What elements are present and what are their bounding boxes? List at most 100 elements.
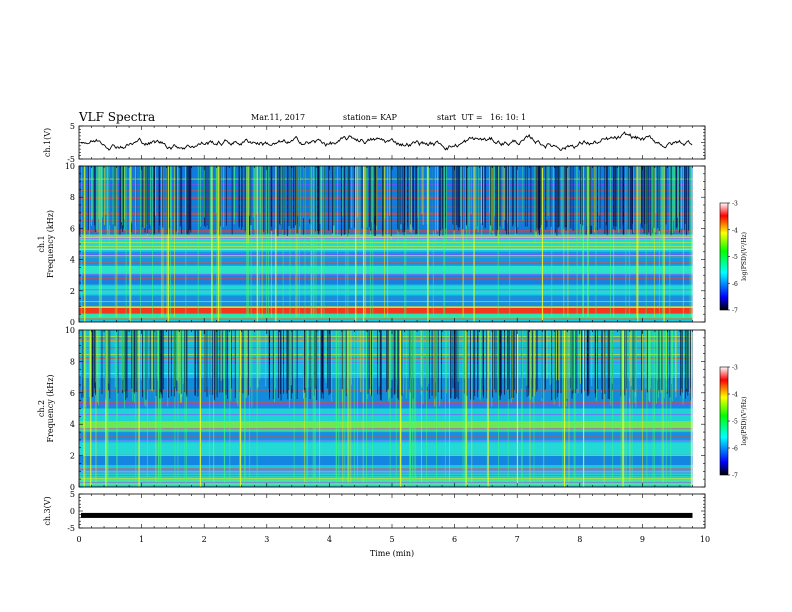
sferic-streak (482, 166, 483, 226)
sferic-streak (210, 166, 212, 238)
sferic-streak (475, 166, 476, 230)
sferic-streak (479, 330, 481, 401)
colorbar-tick-label: -6 (732, 446, 738, 453)
sferic-streak (623, 330, 625, 483)
sferic-streak (348, 166, 349, 234)
sferic-streak (321, 166, 323, 318)
harmonic-line (79, 219, 693, 221)
sferic-streak (620, 330, 622, 483)
harmonic-line (79, 214, 693, 216)
harmonic-line (79, 472, 693, 474)
ch3-wave-trace (81, 512, 693, 518)
sferic-streak (436, 330, 437, 483)
sferic-streak (428, 330, 430, 399)
sferic-streak (421, 330, 423, 388)
date-label: Mar.11, 2017 (251, 113, 306, 122)
sferic-streak (289, 330, 291, 401)
sferic-streak (331, 330, 333, 402)
sferic-streak (100, 166, 101, 318)
sferic-streak (404, 166, 406, 230)
sferic-streak (688, 330, 690, 379)
sferic-streak (332, 166, 333, 233)
sferic-streak (615, 166, 617, 227)
sferic-streak (153, 166, 155, 235)
sferic-streak (426, 330, 428, 387)
sferic-streak (470, 330, 471, 400)
sferic-streak (391, 330, 393, 380)
sferic-streak (83, 166, 85, 236)
sferic-streak (241, 166, 243, 230)
sferic-streak (166, 166, 168, 318)
sferic-streak (98, 166, 100, 318)
sferic-streak (474, 330, 476, 397)
sferic-streak (535, 166, 537, 232)
sferic-streak (185, 166, 187, 216)
y-axis-label: ch.3(V) (43, 496, 52, 525)
sferic-streak (215, 166, 217, 214)
sferic-streak (212, 330, 214, 395)
sferic-streak (328, 166, 330, 231)
sferic-streak (220, 166, 222, 318)
sferic-streak (174, 330, 176, 389)
sferic-streak (161, 330, 163, 399)
sferic-streak (278, 330, 279, 399)
sferic-streak (116, 166, 118, 318)
x-tick-label: 1 (139, 535, 144, 544)
sferic-streak (386, 330, 388, 392)
sferic-streak (382, 166, 384, 232)
sferic-streak (437, 330, 439, 393)
sferic-streak (369, 166, 371, 318)
frequency-band (79, 306, 693, 308)
ch1-spec-heatmap (79, 166, 705, 322)
sferic-streak (222, 330, 224, 380)
sferic-streak (521, 330, 523, 483)
sferic-streak (588, 166, 590, 318)
sferic-streak (160, 330, 162, 393)
sferic-streak (604, 166, 606, 235)
sferic-streak (566, 166, 568, 228)
sferic-streak (116, 330, 118, 483)
sferic-streak (175, 166, 177, 232)
sferic-streak (168, 330, 170, 398)
y-tick-label: 8 (70, 193, 75, 202)
sferic-streak (403, 166, 405, 224)
sferic-streak (510, 330, 512, 403)
sferic-streak (238, 166, 240, 228)
sferic-streak (161, 166, 163, 318)
sferic-streak (197, 330, 199, 390)
sferic-streak (608, 330, 610, 400)
sferic-streak (239, 330, 241, 483)
sferic-streak (162, 166, 164, 228)
sferic-streak (462, 166, 464, 318)
sferic-streak (439, 330, 441, 407)
sferic-streak (185, 166, 187, 318)
sferic-streak (403, 166, 405, 236)
sferic-streak (188, 166, 190, 233)
sferic-streak (445, 166, 447, 229)
harmonic-line (79, 389, 693, 391)
sferic-streak (176, 166, 178, 237)
sferic-streak (538, 166, 540, 233)
frequency-band (79, 239, 693, 249)
sferic-streak (605, 166, 607, 226)
sferic-streak (594, 330, 596, 394)
sferic-streak (338, 330, 340, 483)
sferic-streak (370, 330, 372, 395)
sferic-streak (507, 330, 509, 390)
sferic-streak (466, 330, 468, 483)
sferic-streak (351, 166, 353, 229)
sferic-streak (638, 166, 640, 244)
sferic-streak (473, 330, 475, 400)
harmonic-line (79, 277, 693, 279)
sferic-streak (268, 166, 269, 318)
no-data-region (692, 330, 705, 487)
y-axis-label: ch.1 (37, 235, 46, 252)
sferic-streak (484, 166, 486, 228)
sferic-streak (633, 166, 635, 233)
sferic-streak (145, 166, 147, 226)
sferic-streak (550, 166, 552, 227)
ch2-spec-axes (78, 329, 706, 488)
sferic-streak (502, 166, 504, 229)
ch1-spec-colorbar (719, 202, 730, 311)
harmonic-line (79, 401, 693, 403)
